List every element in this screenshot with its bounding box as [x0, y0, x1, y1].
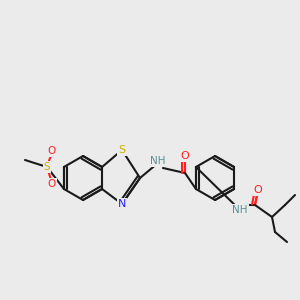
Text: O: O: [254, 185, 262, 195]
Text: S: S: [44, 162, 50, 172]
Text: O: O: [48, 146, 56, 156]
Text: NH: NH: [150, 156, 166, 166]
Text: NH: NH: [232, 205, 248, 215]
Text: S: S: [118, 145, 126, 155]
Text: N: N: [118, 199, 126, 209]
Text: O: O: [181, 151, 189, 161]
Text: O: O: [48, 179, 56, 189]
